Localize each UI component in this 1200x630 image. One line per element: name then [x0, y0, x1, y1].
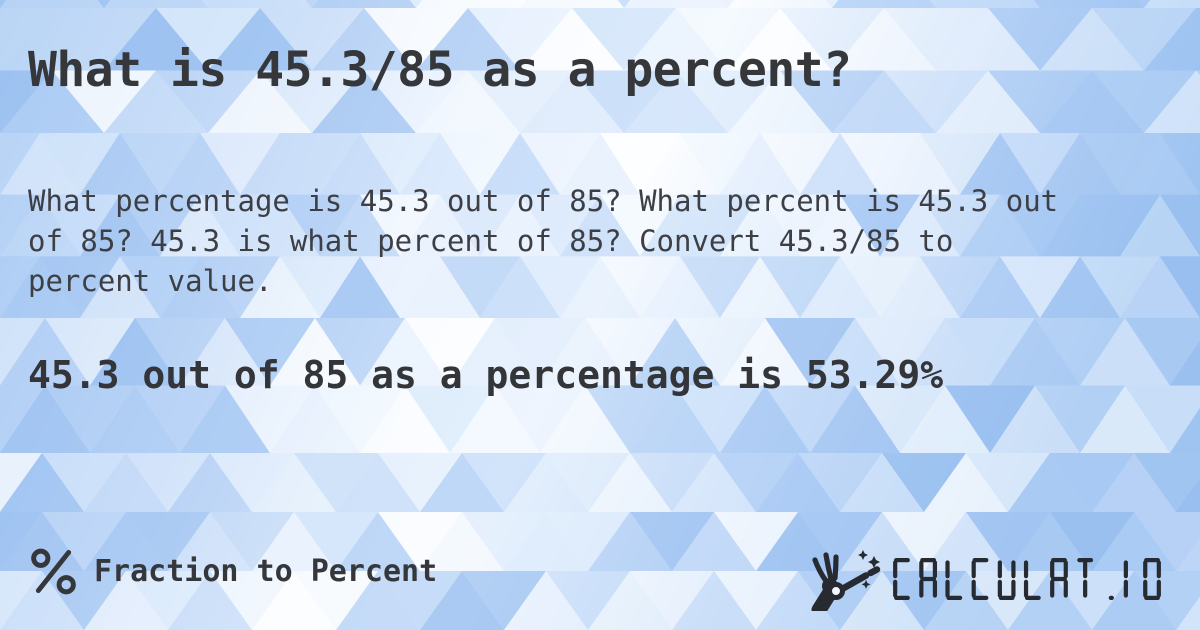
question-line: percent value.	[28, 264, 273, 298]
magic-wand-hand-icon	[811, 550, 881, 611]
percent-icon	[31, 548, 76, 595]
category-label: Fraction to Percent	[94, 554, 438, 589]
brand-wordmark	[893, 558, 1161, 600]
page-title: What is 45.3/85 as a percent?	[28, 42, 852, 98]
question-line: What percentage is 45.3 out of 85? What …	[28, 184, 1059, 218]
brand-logo	[806, 547, 1161, 611]
category-badge: Fraction to Percent	[30, 547, 437, 596]
question-line: of 85? 45.3 is what percent of 85? Conve…	[28, 224, 954, 258]
answer-text: 45.3 out of 85 as a percentage is 53.29%	[28, 353, 944, 397]
question-paragraph: What percentage is 45.3 out of 85? What …	[28, 181, 1058, 301]
